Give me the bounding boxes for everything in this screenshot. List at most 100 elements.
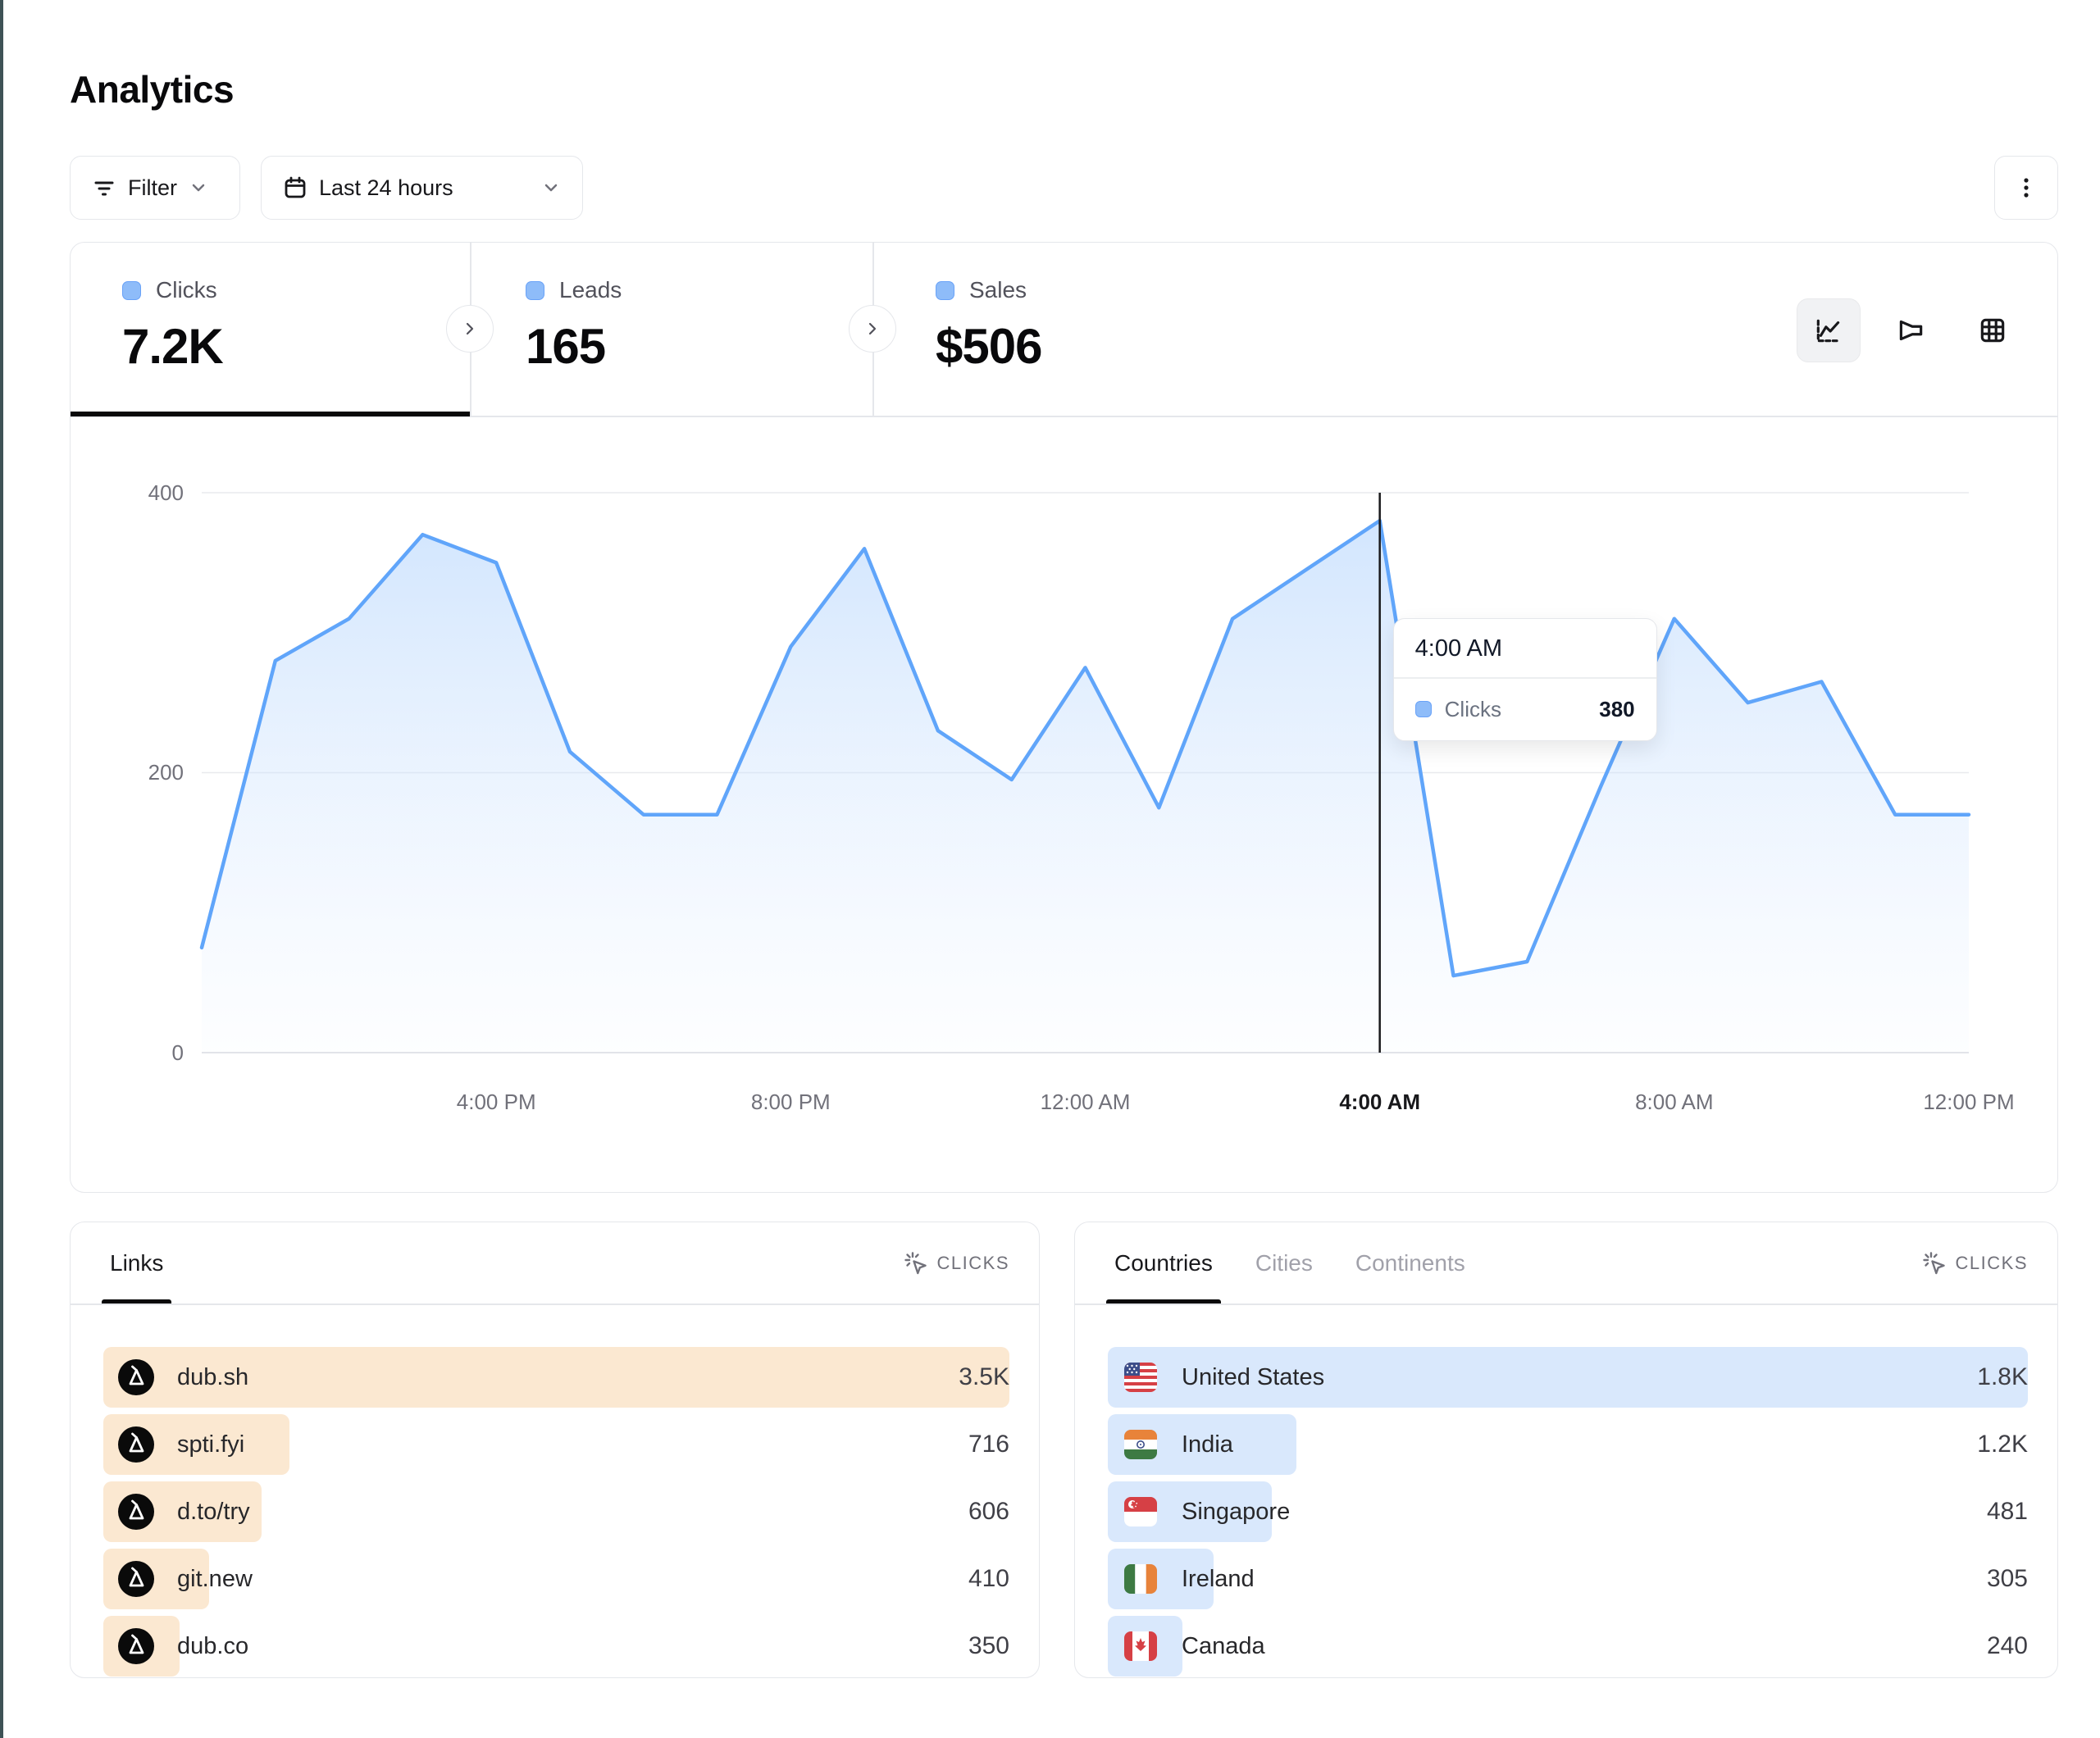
funnel-icon xyxy=(1899,320,1923,341)
line-chart-icon xyxy=(1816,319,1842,343)
ireland-flag-icon xyxy=(1124,1564,1157,1594)
sales-legend-icon xyxy=(936,280,954,300)
funnel-chart-toggle[interactable] xyxy=(1879,298,1943,362)
chart-tooltip: 4:00 AM Clicks 380 xyxy=(1392,618,1657,741)
x-axis-tick-label: 8:00 AM xyxy=(1635,1090,1713,1114)
clicks-line xyxy=(199,518,1971,978)
tabs-bottom-border xyxy=(71,416,2057,417)
kebab-icon xyxy=(2015,176,2038,199)
countries-metric-header[interactable]: CLICKS xyxy=(1921,1222,2028,1304)
tab-countries[interactable]: Countries xyxy=(1106,1222,1221,1304)
country-label: India xyxy=(1182,1431,1233,1458)
us-flag-icon xyxy=(1124,1363,1157,1392)
table-view-toggle[interactable] xyxy=(1961,298,2025,362)
calendar-icon xyxy=(283,175,307,200)
link-label: git.new xyxy=(177,1565,253,1592)
country-row[interactable]: United States 1.8K xyxy=(1108,1347,2028,1408)
cursor-click-icon xyxy=(1922,1251,1945,1274)
link-clicks-value: 410 xyxy=(968,1565,1009,1592)
clicks-area-chart[interactable]: 0 200 400 4:00 PM 8:00 PM 12:00 AM 4:00 AM 8… xyxy=(71,416,2059,1194)
countries-header-border xyxy=(1075,1304,2057,1305)
link-row[interactable]: git.new 410 xyxy=(103,1549,1009,1609)
india-flag-icon xyxy=(1124,1430,1157,1459)
page-title: Analytics xyxy=(70,68,235,111)
singapore-flag-icon xyxy=(1124,1497,1157,1526)
country-row[interactable]: Singapore 481 xyxy=(1108,1481,2028,1542)
tab-sales[interactable]: Sales $506 xyxy=(872,243,1282,416)
link-label: d.to/try xyxy=(177,1498,250,1525)
links-rows: dub.sh 3.5K spti.fyi 716 d.to/try 606 gi… xyxy=(103,1347,1009,1683)
svg-text:0: 0 xyxy=(172,1040,184,1065)
links-panel-header: Links CLICKS xyxy=(71,1222,1039,1305)
date-range-label: Last 24 hours xyxy=(319,175,453,200)
tooltip-value: 380 xyxy=(1599,696,1635,721)
country-clicks-value: 1.2K xyxy=(1977,1431,2028,1458)
x-axis-tick-label: 4:00 AM xyxy=(1339,1090,1420,1114)
filter-button[interactable]: Filter xyxy=(70,156,240,220)
link-label: dub.co xyxy=(177,1632,249,1659)
line-chart-toggle[interactable] xyxy=(1797,298,1861,362)
links-metric-label: CLICKS xyxy=(936,1252,1009,1273)
dub-logo-icon xyxy=(118,1426,154,1463)
tooltip-clicks-legend-icon xyxy=(1414,701,1432,717)
links-panel: Links CLICKS dub.sh 3.5K spti.fyi 71 xyxy=(70,1222,1040,1678)
left-edge-divider xyxy=(0,0,3,1738)
x-axis-tick-label: 4:00 PM xyxy=(457,1090,536,1114)
links-header-border xyxy=(71,1304,1039,1305)
link-clicks-value: 606 xyxy=(968,1498,1009,1525)
country-row[interactable]: India 1.2K xyxy=(1108,1414,2028,1475)
sales-tab-label: Sales xyxy=(969,277,1027,303)
canada-flag-icon xyxy=(1124,1631,1157,1661)
links-metric-header[interactable]: CLICKS xyxy=(903,1222,1009,1304)
link-label: dub.sh xyxy=(177,1363,249,1390)
country-row[interactable]: Canada 240 xyxy=(1108,1616,2028,1677)
tab-links[interactable]: Links xyxy=(102,1222,172,1304)
link-row[interactable]: spti.fyi 716 xyxy=(103,1414,1009,1475)
dub-logo-icon xyxy=(118,1494,154,1530)
link-clicks-value: 716 xyxy=(968,1431,1009,1458)
svg-text:400: 400 xyxy=(148,480,184,505)
active-tab-underline xyxy=(71,412,470,416)
expand-leads-sales-button[interactable] xyxy=(849,305,896,353)
tab-cities[interactable]: Cities xyxy=(1255,1249,1313,1276)
x-axis-tick-label: 12:00 AM xyxy=(1041,1090,1131,1114)
cursor-click-icon xyxy=(904,1251,927,1274)
x-axis-tick-label: 8:00 PM xyxy=(751,1090,831,1114)
tooltip-divider xyxy=(1393,677,1656,679)
country-label: United States xyxy=(1182,1363,1325,1390)
chevron-down-icon xyxy=(189,178,208,198)
x-axis-tick-label: 12:00 PM xyxy=(1923,1090,2014,1114)
dub-logo-icon xyxy=(118,1628,154,1664)
tab-leads[interactable]: Leads 165 xyxy=(470,243,872,416)
x-axis-labels: 4:00 PM 8:00 PM 12:00 AM 4:00 AM 8:00 AM 12:0… xyxy=(457,1090,2015,1114)
country-row[interactable]: Ireland 305 xyxy=(1108,1549,2028,1609)
clicks-tab-label: Clicks xyxy=(156,277,217,303)
more-options-button[interactable] xyxy=(1994,156,2058,220)
tab-clicks[interactable]: Clicks 7.2K xyxy=(71,243,470,416)
expand-clicks-leads-button[interactable] xyxy=(446,305,494,353)
link-clicks-value: 3.5K xyxy=(959,1363,1009,1390)
link-row[interactable]: d.to/try 606 xyxy=(103,1481,1009,1542)
country-label: Singapore xyxy=(1182,1498,1291,1525)
link-row[interactable]: dub.sh 3.5K xyxy=(103,1347,1009,1408)
clicks-value: 7.2K xyxy=(122,319,224,374)
clicks-legend-icon xyxy=(122,280,141,300)
leads-value: 165 xyxy=(526,319,606,374)
country-clicks-value: 481 xyxy=(1986,1498,2028,1525)
chevron-right-icon xyxy=(868,322,877,335)
link-label: spti.fyi xyxy=(177,1431,245,1458)
chart-type-toggles xyxy=(1797,298,2025,362)
leads-legend-icon xyxy=(526,280,544,300)
date-range-button[interactable]: Last 24 hours xyxy=(261,156,583,220)
link-row[interactable]: dub.co 350 xyxy=(103,1616,1009,1677)
countries-rows: United States 1.8K India 1.2K Singapore … xyxy=(1108,1347,2028,1683)
chevron-down-icon xyxy=(541,178,561,198)
sales-value: $506 xyxy=(936,319,1042,374)
tooltip-time: 4:00 AM xyxy=(1414,635,1503,662)
tab-continents[interactable]: Continents xyxy=(1355,1249,1465,1276)
filter-icon xyxy=(92,175,116,200)
tooltip-series-label: Clicks xyxy=(1444,696,1501,721)
country-clicks-value: 1.8K xyxy=(1977,1363,2028,1390)
countries-panel: Countries Cities Continents CLICKS Unite… xyxy=(1074,1222,2058,1678)
